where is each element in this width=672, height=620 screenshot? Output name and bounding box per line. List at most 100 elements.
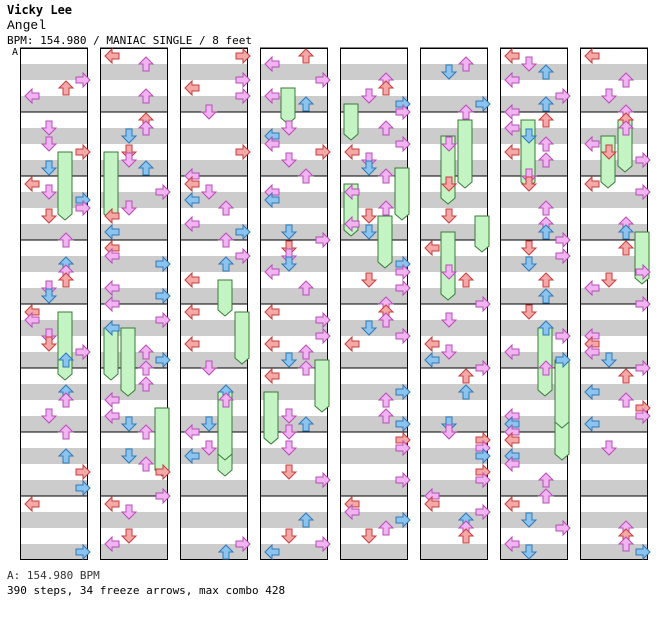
beat-stripe bbox=[20, 384, 88, 400]
column-border bbox=[100, 48, 168, 560]
beat-stripe bbox=[580, 320, 648, 336]
beat-stripe bbox=[420, 480, 488, 496]
beat-stripe bbox=[20, 480, 88, 496]
chart-column bbox=[260, 47, 331, 560]
freeze-arrow bbox=[474, 215, 490, 253]
chart-info: BPM: 154.980 / MANIAC SINGLE / 8 feet bbox=[7, 34, 253, 47]
freeze-arrow bbox=[120, 327, 136, 397]
beat-stripe bbox=[260, 128, 328, 144]
beat-stripe bbox=[180, 320, 248, 336]
beat-stripe bbox=[340, 384, 408, 400]
chart-column bbox=[340, 47, 411, 560]
chart-column bbox=[180, 47, 251, 560]
beat-stripe bbox=[500, 416, 568, 432]
beat-stripe bbox=[580, 256, 648, 272]
beat-stripe bbox=[340, 64, 408, 80]
beat-stripe bbox=[180, 512, 248, 528]
bpm-marker: A bbox=[12, 47, 19, 58]
freeze-arrow bbox=[457, 119, 473, 189]
artist-name: Vicky Lee bbox=[7, 3, 73, 17]
beat-stripe bbox=[420, 192, 488, 208]
freeze-arrow bbox=[377, 215, 393, 269]
beat-stripe bbox=[340, 416, 408, 432]
beat-stripe bbox=[340, 288, 408, 304]
beat-stripe bbox=[20, 96, 88, 112]
beat-stripe bbox=[580, 384, 648, 400]
beat-stripe bbox=[500, 480, 568, 496]
beat-stripe bbox=[260, 64, 328, 80]
beat-stripe bbox=[100, 512, 168, 528]
chart-column bbox=[500, 47, 571, 560]
beat-stripe bbox=[580, 96, 648, 112]
beat-stripe bbox=[420, 384, 488, 400]
beat-stripe bbox=[580, 64, 648, 80]
beat-stripe bbox=[580, 192, 648, 208]
beat-stripe bbox=[180, 544, 248, 560]
column-border bbox=[500, 48, 568, 560]
beat-stripe bbox=[420, 512, 488, 528]
beat-stripe bbox=[20, 416, 88, 432]
chart-stats: 390 steps, 34 freeze arrows, max combo 4… bbox=[7, 584, 286, 597]
beat-stripe bbox=[180, 224, 248, 240]
freeze-arrow bbox=[154, 407, 170, 477]
beat-stripe bbox=[180, 96, 248, 112]
chart-column bbox=[20, 47, 91, 560]
freeze-arrow bbox=[57, 311, 73, 381]
beat-stripe bbox=[180, 288, 248, 304]
beat-stripe bbox=[500, 64, 568, 80]
freeze-arrow bbox=[554, 359, 570, 429]
beat-stripe bbox=[260, 160, 328, 176]
beat-stripe bbox=[420, 352, 488, 368]
column-border bbox=[340, 48, 408, 560]
beat-stripe bbox=[340, 448, 408, 464]
beat-stripe bbox=[180, 160, 248, 176]
beat-stripe bbox=[340, 480, 408, 496]
beat-stripe bbox=[340, 352, 408, 368]
beat-stripe bbox=[20, 64, 88, 80]
beat-stripe bbox=[100, 384, 168, 400]
beat-stripe bbox=[500, 448, 568, 464]
beat-stripe bbox=[260, 288, 328, 304]
column-border bbox=[20, 48, 88, 560]
beat-stripe bbox=[420, 544, 488, 560]
beat-stripe bbox=[260, 320, 328, 336]
beat-stripe bbox=[500, 224, 568, 240]
bpm-legend: A: 154.980 BPM bbox=[7, 569, 100, 582]
beat-stripe bbox=[260, 448, 328, 464]
beat-stripe bbox=[180, 128, 248, 144]
beat-stripe bbox=[420, 288, 488, 304]
freeze-arrow bbox=[314, 359, 330, 413]
beat-stripe bbox=[580, 512, 648, 528]
freeze-arrow bbox=[263, 391, 279, 445]
beat-stripe bbox=[260, 512, 328, 528]
beat-stripe bbox=[580, 288, 648, 304]
beat-stripe bbox=[260, 192, 328, 208]
freeze-arrow bbox=[234, 311, 250, 365]
beat-stripe bbox=[500, 96, 568, 112]
beat-stripe bbox=[180, 64, 248, 80]
freeze-arrow bbox=[57, 151, 73, 221]
beat-stripe bbox=[340, 512, 408, 528]
beat-stripe bbox=[100, 256, 168, 272]
beat-stripe bbox=[580, 224, 648, 240]
beat-stripe bbox=[580, 448, 648, 464]
beat-stripe bbox=[420, 96, 488, 112]
chart-column bbox=[420, 47, 491, 560]
freeze-arrow bbox=[394, 167, 410, 221]
freeze-arrow bbox=[280, 87, 296, 125]
beat-stripe bbox=[100, 544, 168, 560]
chart-column bbox=[580, 47, 651, 560]
beat-stripe bbox=[100, 288, 168, 304]
beat-stripe bbox=[20, 256, 88, 272]
column-border bbox=[180, 48, 248, 560]
beat-stripe bbox=[100, 64, 168, 80]
beat-stripe bbox=[20, 448, 88, 464]
chart-column bbox=[100, 47, 171, 560]
beat-stripe bbox=[20, 224, 88, 240]
freeze-arrow bbox=[600, 135, 616, 189]
beat-stripe bbox=[100, 224, 168, 240]
beat-stripe bbox=[180, 480, 248, 496]
beat-stripe bbox=[20, 128, 88, 144]
beat-stripe bbox=[180, 256, 248, 272]
beat-stripe bbox=[500, 288, 568, 304]
